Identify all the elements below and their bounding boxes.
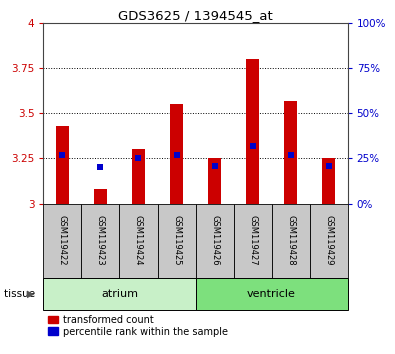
Bar (284, 101, 297, 204)
Text: atrium: atrium (101, 289, 138, 299)
Bar (246, 59, 259, 204)
Text: GSM119423: GSM119423 (96, 215, 105, 266)
Bar (196, 278, 348, 310)
Legend: transformed count, percentile rank within the sample: transformed count, percentile rank withi… (48, 315, 228, 337)
Text: GSM119429: GSM119429 (324, 216, 333, 266)
Text: ventricle: ventricle (247, 289, 296, 299)
Bar (310, 204, 348, 278)
Text: ▶: ▶ (27, 289, 34, 299)
Text: GSM119427: GSM119427 (248, 215, 257, 266)
Text: GSM119424: GSM119424 (134, 216, 143, 266)
Bar (81, 204, 120, 278)
Bar (208, 159, 221, 204)
Bar (94, 189, 107, 204)
Bar (233, 204, 272, 278)
Bar (322, 159, 335, 204)
Text: tissue: tissue (4, 289, 38, 299)
Bar (43, 278, 196, 310)
Bar (132, 149, 145, 204)
Text: GSM119425: GSM119425 (172, 216, 181, 266)
Bar (43, 204, 81, 278)
Text: GSM119428: GSM119428 (286, 215, 295, 266)
Bar (170, 104, 183, 204)
Bar (158, 204, 196, 278)
Bar (272, 204, 310, 278)
Bar (196, 204, 233, 278)
Text: GSM119426: GSM119426 (210, 215, 219, 266)
Text: GDS3625 / 1394545_at: GDS3625 / 1394545_at (118, 9, 273, 22)
Text: GSM119422: GSM119422 (58, 216, 67, 266)
Bar (120, 204, 158, 278)
Bar (56, 126, 69, 204)
